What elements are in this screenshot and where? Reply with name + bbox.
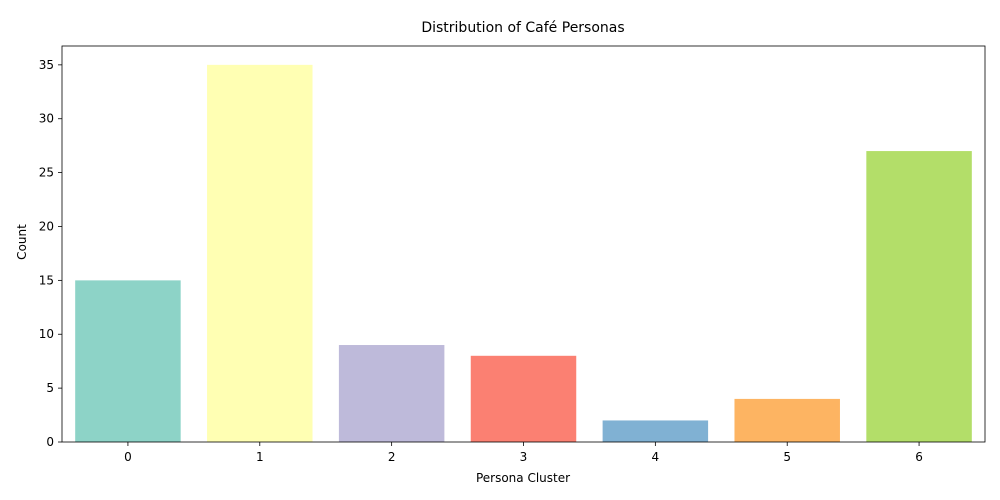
- bar-6: [866, 151, 972, 442]
- bar-1: [207, 64, 313, 442]
- x-axis-label: Persona Cluster: [476, 471, 570, 485]
- y-axis-ticks: 0 5 10 15 20 25 30 35: [39, 58, 62, 449]
- x-tick-label: 0: [124, 450, 132, 464]
- bars-group: [75, 64, 972, 442]
- y-tick-label: 25: [39, 166, 54, 180]
- y-axis-label: Count: [15, 224, 29, 260]
- y-tick-label: 20: [39, 219, 54, 233]
- bar-4: [602, 420, 709, 442]
- y-tick-label: 10: [39, 327, 54, 341]
- y-tick-label: 15: [39, 273, 54, 287]
- bar-3: [470, 355, 577, 442]
- bar-5: [734, 398, 840, 442]
- plot-frame: [61, 45, 986, 443]
- x-tick-label: 3: [520, 450, 528, 464]
- y-tick-label: 35: [39, 58, 54, 72]
- x-tick-label: 2: [388, 450, 396, 464]
- y-tick-label: 0: [46, 435, 54, 449]
- y-tick-label: 30: [39, 112, 54, 126]
- x-axis-ticks: 0 1 2 3 4 5 6: [124, 442, 923, 464]
- bar-0: [75, 280, 181, 442]
- x-tick-label: 4: [652, 450, 660, 464]
- x-tick-label: 1: [256, 450, 264, 464]
- bar-2: [338, 345, 445, 442]
- y-tick-label: 5: [46, 381, 54, 395]
- chart-title: Distribution of Café Personas: [421, 20, 624, 36]
- x-tick-label: 5: [783, 450, 791, 464]
- x-tick-label: 6: [915, 450, 923, 464]
